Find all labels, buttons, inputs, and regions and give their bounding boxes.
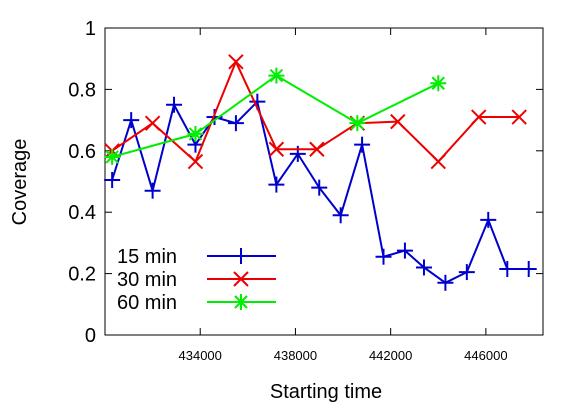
data-point-star	[233, 294, 249, 310]
y-axis: 0 0.2 0.4 0.6 0.8 1	[68, 18, 543, 347]
data-point-plus	[375, 248, 392, 265]
plot-area	[104, 54, 537, 291]
data-point-x	[187, 153, 204, 170]
y-tick-label: 0.2	[68, 264, 96, 286]
data-point-plus	[458, 264, 475, 281]
data-point-x	[430, 153, 446, 170]
data-point-star	[104, 148, 121, 165]
x-tick-label: 446000	[464, 348, 507, 363]
x-axis: 434000 438000 442000 446000	[179, 28, 508, 363]
x-tick-label: 434000	[179, 348, 222, 363]
data-point-star	[430, 75, 447, 92]
data-point-plus	[396, 242, 413, 259]
data-point-plus	[104, 171, 121, 188]
data-point-plus	[311, 179, 328, 196]
x-axis-label: Starting time	[270, 381, 382, 403]
data-point-plus	[227, 115, 244, 132]
data-point-plus	[268, 176, 285, 193]
data-point-star	[187, 125, 204, 142]
x-tick-label: 438000	[274, 348, 317, 363]
data-point-x	[471, 109, 487, 125]
data-point-x	[268, 141, 285, 157]
plot-frame	[104, 27, 544, 336]
data-point-x	[228, 54, 244, 70]
data-point-plus	[415, 259, 432, 276]
data-point-plus	[123, 112, 140, 129]
data-point-plus	[499, 260, 516, 277]
data-point-x	[390, 113, 406, 130]
legend-label: 60 min	[117, 292, 177, 314]
data-point-x	[309, 141, 325, 157]
data-point-plus	[480, 211, 497, 228]
data-point-star	[349, 115, 366, 132]
data-point-plus	[144, 182, 161, 199]
data-point-x	[233, 271, 249, 287]
y-tick-label: 0	[85, 325, 96, 347]
data-point-x	[511, 109, 527, 125]
data-point-plus	[233, 248, 249, 264]
data-point-x	[144, 115, 161, 131]
y-tick-label: 0.6	[68, 141, 96, 163]
data-point-plus	[437, 274, 454, 291]
y-tick-label: 1	[85, 18, 96, 40]
legend-label: 15 min	[117, 246, 177, 268]
y-tick-label: 0.8	[68, 79, 96, 101]
data-point-plus	[166, 96, 183, 113]
data-point-plus	[289, 145, 306, 162]
data-point-plus	[520, 260, 537, 277]
data-point-plus	[354, 136, 371, 153]
legend-label: 30 min	[117, 269, 177, 291]
y-tick-label: 0.4	[68, 202, 96, 224]
data-point-plus	[332, 207, 349, 224]
y-axis-label: Coverage	[9, 139, 31, 226]
x-tick-label: 442000	[369, 348, 412, 363]
data-point-star	[268, 67, 285, 84]
